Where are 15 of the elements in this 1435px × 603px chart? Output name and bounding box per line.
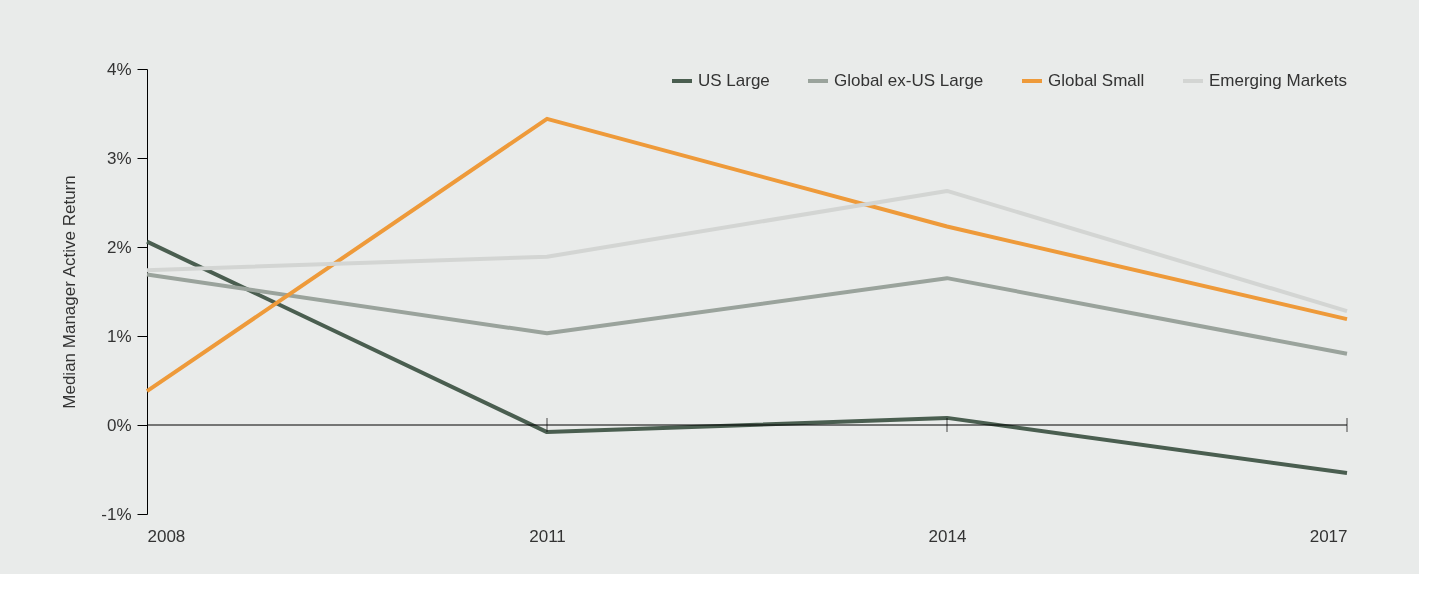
x-tick-label: 2017 [1309, 526, 1348, 546]
legend-label: Global ex-US Large [834, 71, 984, 90]
legend-label: US Large [698, 71, 770, 90]
y-tick-label: 3% [106, 148, 132, 168]
x-tick-label: 2011 [529, 526, 566, 546]
legend-label: Emerging Markets [1209, 71, 1347, 90]
y-tick-label: 4% [106, 59, 132, 79]
y-tick-label: 0% [106, 415, 132, 435]
y-axis-title: Median Manager Active Return [60, 175, 80, 409]
legend-label: Global Small [1048, 71, 1145, 90]
y-tick-label: 2% [106, 237, 132, 257]
x-tick-label: 2008 [147, 526, 186, 546]
x-tick-label: 2014 [928, 526, 967, 546]
y-tick-label: 1% [106, 326, 132, 346]
y-tick-label: -1% [101, 504, 132, 524]
